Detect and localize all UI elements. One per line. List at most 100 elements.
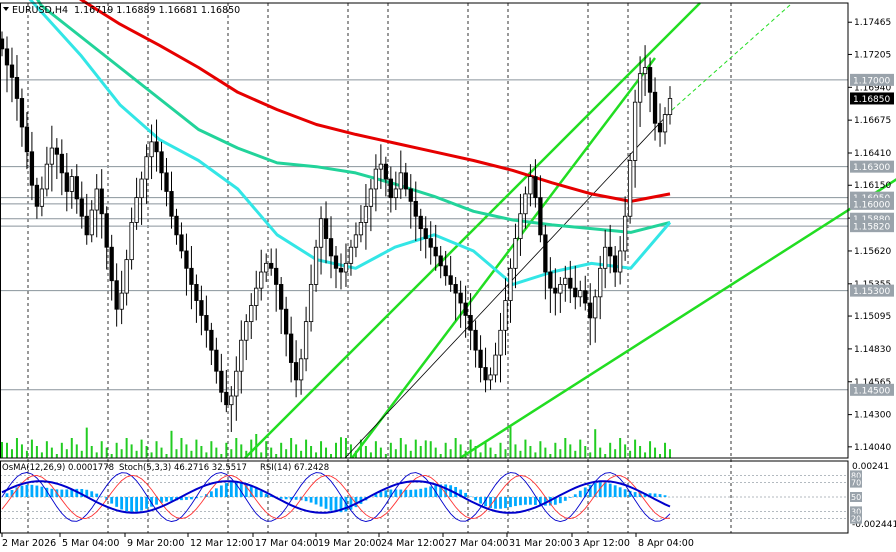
osma-bar-121 [603,482,607,497]
osma-bar-50 [249,485,253,497]
osma-bar-78 [389,489,393,497]
volume-bar-29 [145,446,148,458]
candle-body-92 [458,292,463,304]
volume-bar-40 [200,446,203,458]
stoch-signal-line [1,474,671,520]
candle-body-107 [533,176,538,199]
rsi-line [1,480,671,514]
candle-body-122 [608,246,613,257]
candle-body-121 [603,246,608,269]
volume-bar-106 [529,446,532,458]
volume-bar-72 [359,439,362,458]
volume-bar-116 [579,439,582,458]
volume-bar-34 [170,430,173,458]
osc-tick-label: 0.00241 [852,462,889,472]
caret-down-icon[interactable] [3,7,9,11]
chart-frame [0,2,849,534]
osma-bar-116 [578,490,582,497]
candle-body-65 [323,218,329,239]
volume-bar-54 [270,447,273,458]
candle-body-10 [49,147,54,165]
volume-bar-56 [280,442,283,458]
volume-bar-78 [389,442,392,458]
rsi-label: RSI(14) 67.2428 [260,463,329,473]
candle-body-129 [642,67,648,75]
candle-body-2 [9,64,15,78]
osma-bar-54 [269,496,273,497]
osma-bar-89 [444,484,448,497]
volume-bar-130 [649,441,652,458]
candle-body-30 [149,141,154,158]
candle-body-47 [234,370,239,397]
osma-bar-84 [419,488,423,497]
osma-bar-112 [558,497,562,504]
volume-bar-88 [439,454,442,458]
volume-bar-91 [454,438,457,458]
volume-bar-82 [409,450,412,458]
candle-body-41 [204,315,209,331]
candle-body-69 [343,262,349,273]
candle-body-35 [174,215,179,236]
candle-body-49 [244,321,249,341]
volume-bar-127 [634,439,637,458]
candle-body-6 [29,151,35,186]
candle-body-115 [573,287,578,298]
candle-body-86 [428,238,433,248]
candle-body-46 [229,395,234,406]
volume-bar-55 [275,454,278,458]
candle-body-88 [438,255,443,267]
level-label-bg-6 [850,284,894,297]
channel-line-1 [459,178,896,460]
volume-bar-63 [315,452,318,458]
volume-bar-124 [619,438,622,458]
osma-bar-67 [334,497,338,512]
osma-bar-126 [628,490,632,497]
candle-body-75 [373,168,379,190]
candle-body-117 [583,290,588,304]
volume-bar-53 [265,441,268,458]
volume-bar-129 [644,452,647,458]
candle-body-116 [578,290,583,298]
volume-bar-19 [95,452,98,458]
osma-bar-91 [454,486,458,497]
volume-bar-10 [50,447,53,458]
volume-bar-5 [25,450,28,458]
osma-label: OsMA(12,26,9) 0.0001778 [2,463,114,473]
osma-bar-133 [663,495,667,497]
candle-body-130 [647,67,653,93]
candle-body-81 [403,172,408,190]
osma-bar-48 [239,481,243,497]
osma-bar-43 [214,488,218,497]
osma-bar-75 [374,494,378,497]
osma-bar-108 [538,497,542,506]
osma-bar-17 [85,489,89,497]
volume-bar-95 [474,446,477,458]
volume-bar-119 [594,429,597,458]
volume-bar-43 [215,447,218,458]
time-scale: 2 Mar 2026 5 Mar 04:00 9 Mar 20:00 12 Mar 1… [1,533,694,549]
osma-bar-36 [180,497,183,501]
osma-bar-1 [5,493,9,497]
candle-body-27 [134,197,139,223]
candle-body-7 [34,184,40,207]
volume-bar-64 [320,441,323,458]
volume-bar-39 [195,439,198,458]
volume-bar-85 [424,440,427,458]
osma-bar-92 [459,489,463,497]
volume-bar-0 [1,442,3,458]
volume-bar-111 [554,442,557,458]
volume-bar-44 [220,454,223,458]
volume-bar-35 [175,449,178,458]
candle-body-15 [74,176,79,200]
volume-bar-123 [614,449,617,458]
osma-bar-93 [464,492,468,497]
candle-body-127 [632,101,638,161]
level-label: 1.15820 [853,223,890,233]
osma-bar-32 [160,497,163,503]
osma-bar-83 [414,489,418,497]
time-label: 12 Mar 12:00 [190,538,253,549]
osma-bar-113 [563,497,567,501]
time-label: 5 Mar 04:00 [62,538,119,549]
candle-body-17 [84,215,89,236]
